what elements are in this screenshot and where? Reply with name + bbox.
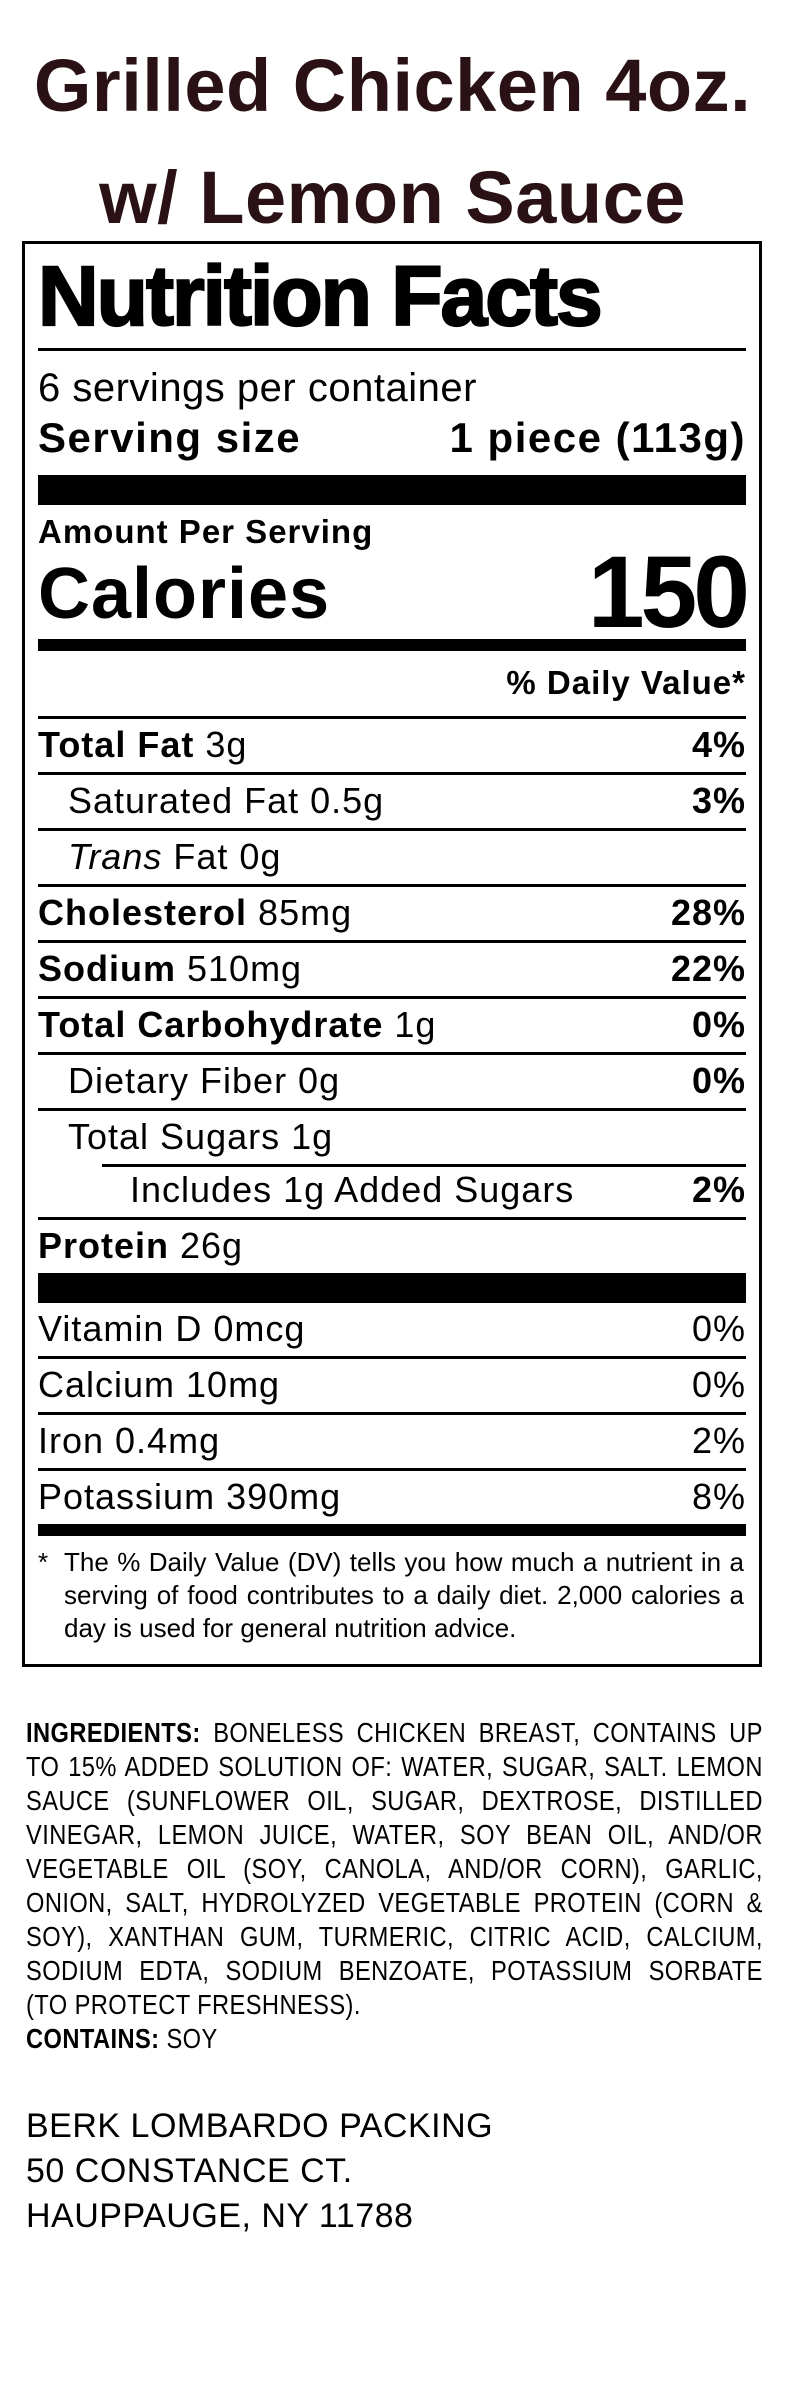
ingredients-label: INGREDIENTS:: [26, 1717, 201, 1748]
dv-value: 22%: [670, 948, 746, 989]
manufacturer-street: 50 CONSTANCE CT.: [26, 2152, 353, 2190]
dv-value: 28%: [670, 892, 746, 933]
footnote-asterisk: *: [38, 1547, 49, 1577]
nutrient-row-protein: Protein 26g: [38, 1217, 746, 1273]
nutrient-row-dietary-fiber: Dietary Fiber 0g 0%: [38, 1052, 746, 1108]
serving-size-row: Serving size 1 piece (113g): [38, 413, 746, 463]
nutrient-row-added-sugars: Includes 1g Added Sugars 2%: [38, 1164, 746, 1217]
calories-label: Calories: [38, 554, 331, 634]
micronutrient-row-iron: Iron 0.4mg 2%: [38, 1412, 746, 1468]
calories-value: 150: [587, 535, 750, 649]
amount-per-serving-label: Amount Per Serving: [38, 513, 374, 550]
dv-value: 8%: [691, 1476, 746, 1517]
serving-size-label: Serving size: [38, 414, 302, 461]
nutrient-row-total-sugars: Total Sugars 1g: [38, 1108, 746, 1164]
nutrient-row-total-fat: Total Fat 3g 4%: [38, 724, 746, 765]
ingredients-text: BONELESS CHICKEN BREAST, CONTAINS UP TO …: [26, 1717, 763, 2020]
product-title: Grilled Chicken 4oz. w/ Lemon Sauce: [0, 30, 785, 254]
footnote-text: The % Daily Value (DV) tells you how muc…: [64, 1547, 744, 1643]
dv-value: 2%: [691, 1420, 746, 1461]
dv-value: 2%: [691, 1169, 746, 1210]
dv-value: 4%: [691, 724, 746, 765]
divider: [38, 348, 746, 351]
micronutrient-row-vitamin-d: Vitamin D 0mcg 0%: [38, 1308, 746, 1349]
nutrient-row-total-carbohydrate: Total Carbohydrate 1g 0%: [38, 996, 746, 1052]
medium-divider: [38, 1524, 746, 1536]
allergen-statement: CONTAINS: SOY: [26, 2022, 763, 2056]
dv-value: 0%: [691, 1060, 746, 1101]
daily-value-footnote: * The % Daily Value (DV) tells you how m…: [38, 1536, 746, 1645]
nutrient-row-sodium: Sodium 510mg 22%: [38, 940, 746, 996]
manufacturer-city: HAUPPAUGE, NY 11788: [26, 2197, 414, 2235]
nutrient-row-trans-fat: Trans Fat 0g: [38, 828, 746, 884]
manufacturer-block: BERK LOMBARDO PACKING 50 CONSTANCE CT. H…: [26, 2104, 493, 2239]
micronutrient-row-potassium: Potassium 390mg 8%: [38, 1468, 746, 1524]
daily-value-header: % Daily Value*: [38, 651, 746, 719]
servings-per-container: 6 servings per container: [38, 366, 477, 410]
medium-divider: [38, 639, 746, 651]
dv-value: 0%: [691, 1364, 746, 1405]
thick-divider: [38, 1273, 746, 1303]
allergen-value: SOY: [166, 2023, 218, 2054]
allergen-label: CONTAINS:: [26, 2023, 160, 2054]
manufacturer-name: BERK LOMBARDO PACKING: [26, 2107, 494, 2145]
dv-value: 3%: [691, 780, 746, 821]
calories-row: Calories 150: [38, 535, 750, 649]
dv-value: 0%: [691, 1004, 746, 1045]
dv-value: 0%: [691, 1308, 746, 1349]
nutrition-facts-panel: Nutrition Facts 6 servings per container…: [22, 241, 762, 1667]
micronutrient-row-calcium: Calcium 10mg 0%: [38, 1356, 746, 1412]
thick-divider: [38, 475, 746, 505]
serving-size-value: 1 piece (113g): [449, 414, 746, 461]
ingredients-section: INGREDIENTS: BONELESS CHICKEN BREAST, CO…: [26, 1716, 763, 2056]
nutrient-row-saturated-fat: Saturated Fat 0.5g 3%: [38, 772, 746, 828]
product-title-line1: Grilled Chicken 4oz.: [33, 44, 752, 127]
nutrient-row-cholesterol: Cholesterol 85mg 28%: [38, 884, 746, 940]
nutrition-facts-heading: Nutrition Facts: [37, 248, 604, 344]
product-title-line2: w/ Lemon Sauce: [99, 156, 686, 239]
ingredients-paragraph: INGREDIENTS: BONELESS CHICKEN BREAST, CO…: [26, 1716, 763, 2022]
